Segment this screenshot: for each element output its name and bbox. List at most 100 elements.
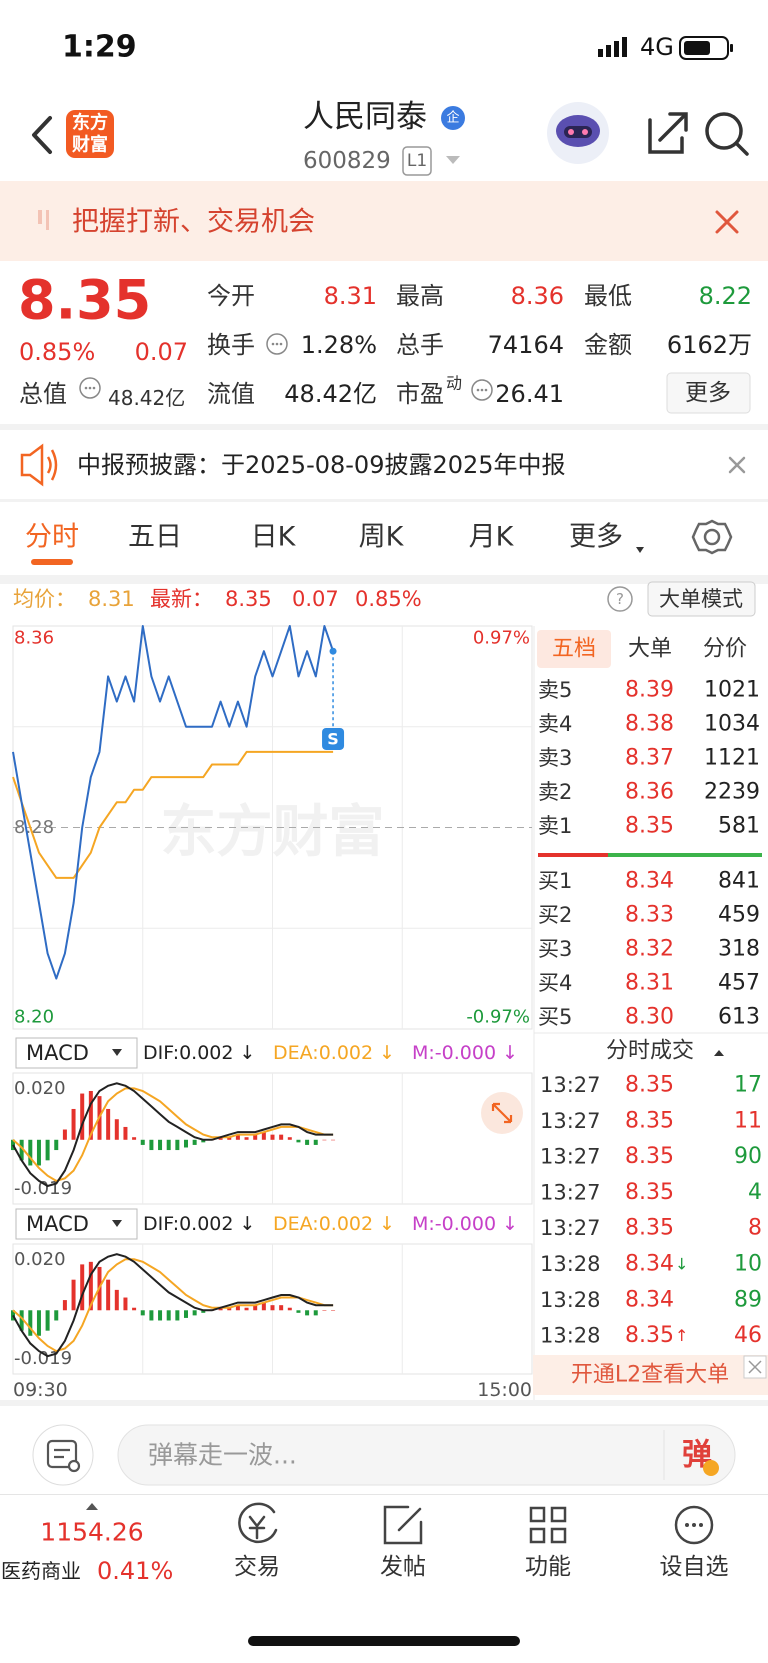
tab-underline bbox=[31, 559, 73, 565]
field-label: 最低 bbox=[584, 282, 632, 310]
trade-arrow: ↑ bbox=[675, 1326, 688, 1345]
x-tick-label: 09:30 bbox=[13, 1379, 68, 1401]
book-volume: 1021 bbox=[704, 678, 760, 703]
tab[interactable]: 周K bbox=[359, 522, 405, 553]
tab[interactable]: 月K bbox=[469, 522, 515, 553]
divider bbox=[0, 424, 768, 430]
macd-bar bbox=[28, 1139, 33, 1166]
l2-banner[interactable] bbox=[533, 1355, 768, 1395]
logo-text: 财富 bbox=[72, 134, 108, 156]
mode-text[interactable]: 大单模式 bbox=[659, 587, 743, 611]
legend-entry: DEA:0.002 ↓ bbox=[273, 1042, 395, 1064]
robot-avatar[interactable] bbox=[547, 102, 609, 164]
logo-text: 东方 bbox=[72, 112, 108, 134]
help-text[interactable]: ? bbox=[616, 590, 624, 608]
legend-entry: DIF:0.002 ↓ bbox=[143, 1042, 255, 1064]
macd-bar bbox=[36, 1310, 41, 1336]
trade-price: 8.34 bbox=[625, 1287, 674, 1312]
macd-bar bbox=[201, 1310, 206, 1313]
tab[interactable]: 更多 bbox=[569, 522, 623, 553]
nav-label[interactable]: 发帖 bbox=[380, 1554, 426, 1580]
book-tab[interactable]: 分价 bbox=[703, 637, 747, 662]
field-label: 金额 bbox=[584, 331, 632, 359]
book-volume: 457 bbox=[718, 971, 760, 996]
book-label: 买1 bbox=[538, 869, 572, 893]
close-button[interactable] bbox=[728, 456, 746, 474]
macd-bar bbox=[235, 1134, 240, 1140]
macd-bar bbox=[71, 1108, 76, 1140]
level: L1 bbox=[407, 151, 427, 171]
field-value: 1.28% bbox=[301, 331, 377, 359]
change-pct: 0.85% bbox=[19, 338, 95, 366]
book-label: 卖3 bbox=[538, 746, 572, 770]
book-price: 8.30 bbox=[625, 1005, 674, 1030]
info-dot bbox=[88, 386, 92, 390]
field-sup: 动 bbox=[446, 374, 462, 393]
marker-text: S bbox=[327, 729, 339, 748]
book-tab[interactable]: 五档 bbox=[552, 637, 596, 662]
macd-bar bbox=[28, 1310, 33, 1336]
banner[interactable] bbox=[0, 181, 768, 261]
macd-bar bbox=[322, 1139, 327, 1141]
x-tick-label: 15:00 bbox=[477, 1379, 532, 1401]
y-tick-label: 8.36 bbox=[14, 628, 54, 649]
macd-bar bbox=[88, 1090, 93, 1140]
more-text[interactable]: 更多 bbox=[685, 380, 731, 406]
macd-bar bbox=[227, 1137, 232, 1140]
trade-arrow: ↓ bbox=[675, 1255, 688, 1274]
macd-bar bbox=[106, 1279, 111, 1311]
macd-bar bbox=[296, 1139, 301, 1143]
index-name[interactable]: 医药商业 bbox=[1, 1559, 81, 1583]
nav-icon-dot bbox=[685, 1523, 689, 1527]
field-value: 6162万 bbox=[667, 331, 752, 359]
marker-box bbox=[322, 727, 345, 750]
nav-label[interactable]: 交易 bbox=[234, 1554, 280, 1580]
help-icon[interactable] bbox=[607, 586, 633, 612]
macd-bar bbox=[62, 1300, 67, 1311]
nav-label[interactable]: 设自选 bbox=[660, 1554, 729, 1580]
macd-bar bbox=[166, 1310, 171, 1321]
dropdown-arrow[interactable] bbox=[446, 156, 460, 164]
avg-label: 均价： bbox=[13, 587, 76, 611]
book-tab[interactable]: 大单 bbox=[628, 637, 672, 662]
more-button[interactable] bbox=[666, 372, 751, 414]
trade-volume: 17 bbox=[734, 1073, 762, 1098]
index-value[interactable]: 1154.26 bbox=[40, 1518, 143, 1547]
book-label: 卖2 bbox=[538, 780, 572, 804]
tab[interactable]: 日K bbox=[251, 522, 297, 553]
level-box bbox=[402, 146, 432, 176]
index-change[interactable]: 0.41% bbox=[97, 1557, 173, 1585]
price-line bbox=[12, 750, 334, 879]
comment-input[interactable] bbox=[117, 1424, 736, 1486]
last-label: 最新： bbox=[150, 587, 213, 611]
nav-label[interactable]: 功能 bbox=[525, 1554, 571, 1580]
macd-bar bbox=[140, 1310, 145, 1316]
mode-button[interactable] bbox=[647, 581, 756, 617]
danmu-settings[interactable] bbox=[32, 1424, 94, 1486]
more-arrow bbox=[636, 547, 644, 553]
danmu-badge bbox=[703, 1460, 719, 1476]
tab[interactable]: 分时 bbox=[25, 522, 79, 553]
tab[interactable]: 五日 bbox=[128, 522, 182, 553]
l2-text[interactable]: 开通L2查看大单 bbox=[571, 1363, 729, 1388]
comment-placeholder[interactable]: 弹幕走一波... bbox=[148, 1441, 297, 1470]
book-label: 卖5 bbox=[538, 678, 572, 702]
settings-button[interactable] bbox=[691, 519, 733, 555]
last-value: 8.35 bbox=[225, 587, 272, 611]
close-button[interactable] bbox=[715, 210, 739, 234]
search-button[interactable] bbox=[705, 112, 749, 156]
info-dot bbox=[271, 342, 275, 346]
book-price: 8.31 bbox=[625, 971, 674, 996]
macd-bar bbox=[313, 1139, 318, 1145]
share-button[interactable] bbox=[648, 112, 688, 154]
back-button[interactable] bbox=[32, 116, 52, 154]
trade-time: 13:28 bbox=[540, 1288, 601, 1312]
indicator-name[interactable]: MACD bbox=[26, 1041, 89, 1065]
indicator-name[interactable]: MACD bbox=[26, 1212, 89, 1236]
legend-entry: M:-0.000 ↓ bbox=[412, 1213, 518, 1235]
macd-bar bbox=[305, 1139, 310, 1145]
info-dot bbox=[279, 342, 283, 346]
book-volume: 459 bbox=[718, 903, 760, 928]
